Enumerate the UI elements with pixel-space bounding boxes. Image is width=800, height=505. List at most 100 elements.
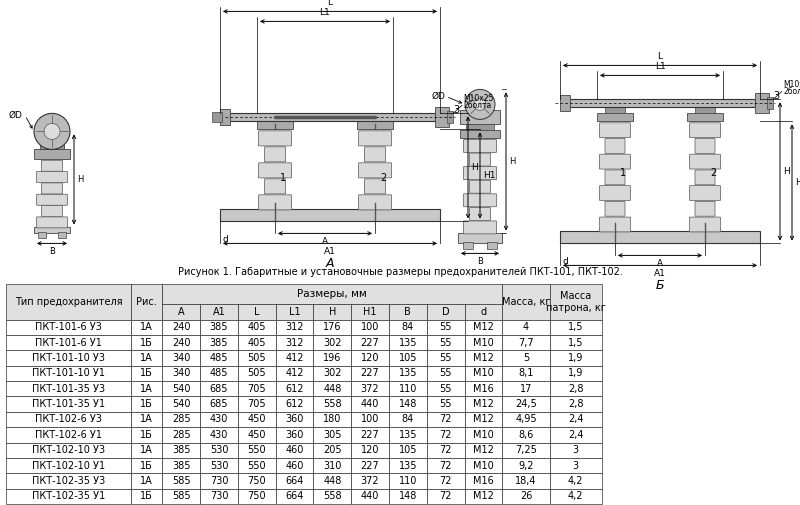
Bar <box>238 427 276 442</box>
Bar <box>162 381 200 396</box>
Bar <box>502 350 550 366</box>
Bar <box>550 489 602 504</box>
Bar <box>314 320 351 335</box>
Text: A: A <box>178 307 185 317</box>
Text: ПКТ-102-35 У1: ПКТ-102-35 У1 <box>32 491 106 501</box>
Text: M12: M12 <box>473 491 494 501</box>
Text: 2,8: 2,8 <box>568 399 583 409</box>
FancyBboxPatch shape <box>42 160 62 171</box>
Bar <box>351 442 389 458</box>
Bar <box>130 381 162 396</box>
Text: 135: 135 <box>398 430 417 440</box>
Text: 1: 1 <box>280 173 286 183</box>
Text: 3: 3 <box>573 461 578 471</box>
Text: 448: 448 <box>323 384 342 394</box>
FancyBboxPatch shape <box>599 123 630 138</box>
Bar <box>38 232 46 238</box>
Text: 750: 750 <box>247 476 266 486</box>
Text: ПКТ-102-10 У1: ПКТ-102-10 У1 <box>32 461 105 471</box>
FancyBboxPatch shape <box>265 179 286 194</box>
FancyBboxPatch shape <box>690 154 721 169</box>
Bar <box>130 473 162 489</box>
Text: M10: M10 <box>473 338 494 347</box>
Text: 664: 664 <box>286 491 304 501</box>
Text: 405: 405 <box>247 338 266 347</box>
Text: 730: 730 <box>210 491 228 501</box>
Bar <box>200 427 238 442</box>
Text: 1А: 1А <box>140 415 153 425</box>
Bar <box>695 108 715 114</box>
Text: 285: 285 <box>172 415 190 425</box>
Text: 100: 100 <box>361 322 379 332</box>
Bar <box>200 396 238 412</box>
Bar <box>389 350 426 366</box>
Bar <box>130 489 162 504</box>
Text: M10: M10 <box>473 430 494 440</box>
Text: 302: 302 <box>323 369 342 378</box>
Bar <box>238 458 276 473</box>
Text: 1А: 1А <box>140 322 153 332</box>
FancyBboxPatch shape <box>695 170 715 185</box>
Bar <box>357 121 393 129</box>
Text: 540: 540 <box>172 399 190 409</box>
Text: 1Б: 1Б <box>140 430 153 440</box>
Text: ПКТ-101-6 У3: ПКТ-101-6 У3 <box>35 322 102 332</box>
Bar <box>560 231 760 243</box>
Bar <box>314 458 351 473</box>
Bar <box>130 458 162 473</box>
Bar <box>426 489 465 504</box>
Bar <box>162 350 200 366</box>
FancyBboxPatch shape <box>37 194 67 205</box>
Text: ПКТ-101-6 У1: ПКТ-101-6 У1 <box>35 338 102 347</box>
Text: 585: 585 <box>172 491 190 501</box>
Text: H1: H1 <box>483 171 495 180</box>
Bar <box>314 427 351 442</box>
Text: 385: 385 <box>210 338 228 347</box>
Text: 18,4: 18,4 <box>515 476 537 486</box>
Text: 3: 3 <box>773 91 779 102</box>
Text: 585: 585 <box>172 476 190 486</box>
Text: 550: 550 <box>247 445 266 455</box>
Text: 2,4: 2,4 <box>568 430 583 440</box>
Bar <box>550 284 602 320</box>
Text: 84: 84 <box>402 322 414 332</box>
Bar <box>314 366 351 381</box>
Bar <box>550 412 602 427</box>
Bar <box>565 99 755 108</box>
Bar <box>389 366 426 381</box>
Bar <box>130 284 162 320</box>
Text: ПКТ-101-10 У1: ПКТ-101-10 У1 <box>32 369 105 378</box>
Bar <box>238 412 276 427</box>
Bar <box>502 412 550 427</box>
Bar <box>6 350 130 366</box>
Text: A1: A1 <box>654 269 666 278</box>
Text: H: H <box>471 163 478 172</box>
Bar <box>389 305 426 320</box>
Bar <box>130 412 162 427</box>
Text: 505: 505 <box>247 369 266 378</box>
Text: 1Б: 1Б <box>140 491 153 501</box>
Text: B: B <box>405 307 411 317</box>
Bar <box>389 473 426 489</box>
Text: 72: 72 <box>439 491 452 501</box>
Bar <box>212 113 222 122</box>
Bar <box>6 284 130 320</box>
Text: d: d <box>480 307 486 317</box>
Text: 2,8: 2,8 <box>568 384 583 394</box>
Bar <box>426 366 465 381</box>
FancyBboxPatch shape <box>599 217 630 232</box>
Text: 2болта: 2болта <box>463 102 491 111</box>
FancyBboxPatch shape <box>258 131 291 146</box>
Text: 120: 120 <box>361 353 379 363</box>
Bar <box>389 489 426 504</box>
Text: d: d <box>222 235 228 244</box>
Text: 310: 310 <box>323 461 342 471</box>
Bar <box>162 458 200 473</box>
FancyBboxPatch shape <box>258 163 291 178</box>
FancyBboxPatch shape <box>358 163 391 178</box>
Text: 460: 460 <box>286 445 304 455</box>
Text: 227: 227 <box>361 461 379 471</box>
Bar <box>502 381 550 396</box>
FancyBboxPatch shape <box>599 186 630 200</box>
Text: 2болта: 2болта <box>783 87 800 96</box>
